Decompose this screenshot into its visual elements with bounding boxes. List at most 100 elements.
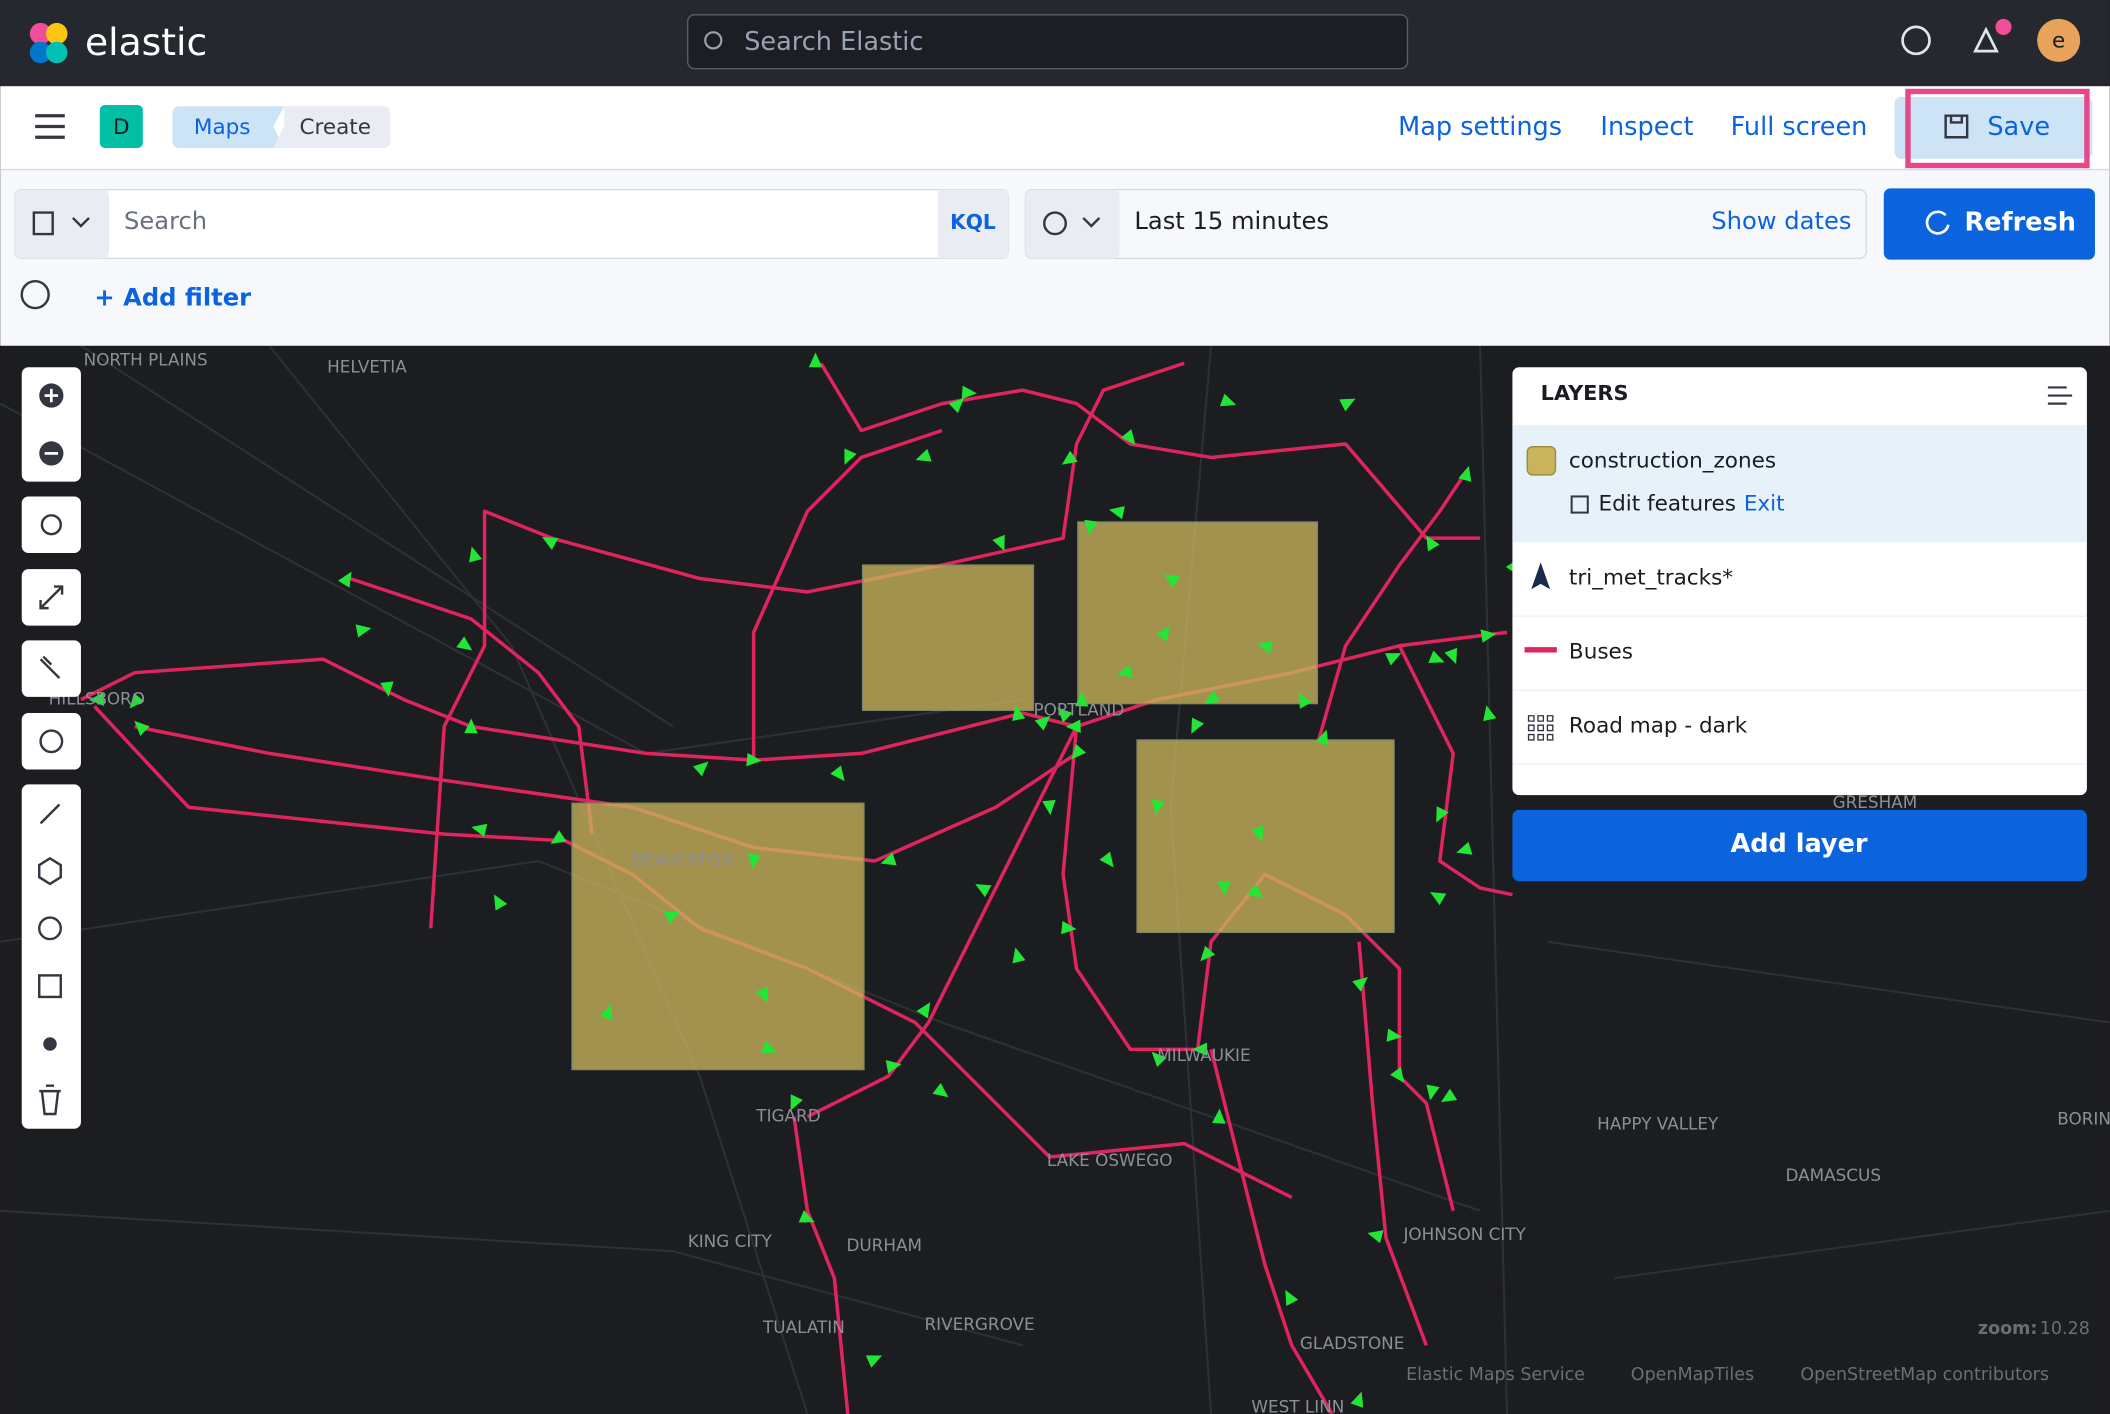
track-arrow bbox=[355, 624, 372, 638]
track-arrow bbox=[1428, 650, 1445, 663]
nav-action[interactable]: Map settings bbox=[1398, 112, 1562, 142]
track-arrow bbox=[1441, 1088, 1458, 1103]
map-label: MILWAUKIE bbox=[1157, 1045, 1250, 1065]
bus-routes bbox=[80, 361, 1513, 1414]
news-icon[interactable] bbox=[1973, 26, 1999, 53]
locate-button[interactable] bbox=[21, 496, 81, 553]
draw-point[interactable] bbox=[43, 1037, 57, 1051]
track-arrow bbox=[1065, 719, 1081, 733]
layer-name[interactable]: Road map - dark bbox=[1569, 714, 1748, 739]
track-arrow bbox=[1042, 799, 1056, 816]
track-arrow bbox=[469, 546, 483, 563]
global-search[interactable] bbox=[687, 14, 1409, 70]
layer-name[interactable]: tri_met_tracks* bbox=[1569, 566, 1733, 591]
delete-tool[interactable] bbox=[39, 1084, 61, 1116]
refresh-button[interactable] bbox=[1883, 188, 2095, 260]
add-filter[interactable]: + Add filter bbox=[94, 284, 251, 312]
map-label: BEAVERTON bbox=[633, 850, 734, 870]
logo[interactable] bbox=[29, 22, 68, 64]
track-arrow bbox=[916, 1002, 931, 1019]
timeslider-button[interactable] bbox=[21, 713, 81, 770]
brand: elastic bbox=[85, 20, 207, 64]
breadcrumb-label: Create bbox=[299, 115, 371, 140]
track-arrow bbox=[1350, 1391, 1364, 1408]
nav-action[interactable]: Full screen bbox=[1731, 112, 1868, 142]
layer-name[interactable]: construction_zones bbox=[1569, 448, 1776, 473]
track-arrow bbox=[844, 448, 857, 465]
attribution[interactable]: OpenStreetMap contributors bbox=[1800, 1365, 2049, 1385]
map-label: DAMASCUS bbox=[1786, 1165, 1881, 1185]
track-arrow bbox=[915, 448, 932, 462]
track-arrow bbox=[542, 537, 559, 550]
track-arrow bbox=[1117, 664, 1134, 678]
track-arrow bbox=[865, 1355, 883, 1368]
track-arrow bbox=[129, 692, 145, 709]
track-arrow bbox=[693, 761, 709, 777]
track-arrow bbox=[1285, 1289, 1299, 1307]
attribution[interactable]: OpenMapTiles bbox=[1631, 1365, 1754, 1385]
breadcrumb bbox=[273, 106, 391, 148]
track-arrow bbox=[1458, 465, 1472, 482]
track-arrow bbox=[948, 398, 965, 414]
track-arrow bbox=[663, 911, 681, 924]
map-label: NORTH PLAINS bbox=[84, 350, 208, 370]
breadcrumb[interactable] bbox=[172, 106, 285, 148]
add-layer-label: Add layer bbox=[1730, 829, 1867, 859]
exit-link[interactable]: Exit bbox=[1744, 492, 1785, 517]
map-label: WEST LINN bbox=[1251, 1396, 1344, 1414]
highlight bbox=[1905, 88, 2090, 169]
construction-zones bbox=[571, 521, 1395, 1071]
draw-rect[interactable] bbox=[38, 974, 62, 999]
draw-polygon[interactable] bbox=[38, 856, 62, 886]
time-range: Last 15 minutes bbox=[1134, 207, 1329, 235]
track-arrow bbox=[1191, 717, 1204, 734]
saved-query-button[interactable] bbox=[15, 189, 110, 259]
track-arrow bbox=[1390, 1066, 1405, 1083]
draw-circle[interactable] bbox=[38, 916, 62, 941]
track-arrow bbox=[1339, 398, 1356, 412]
kql-button[interactable] bbox=[937, 189, 1008, 259]
track-arrow bbox=[1061, 450, 1078, 465]
track-arrow bbox=[1315, 729, 1329, 746]
draw-line[interactable] bbox=[39, 803, 61, 825]
track-arrow bbox=[1204, 690, 1221, 704]
save-button[interactable] bbox=[1894, 96, 2093, 159]
track-arrow bbox=[1483, 705, 1497, 722]
space-badge[interactable] bbox=[99, 104, 143, 148]
track-arrow bbox=[1071, 743, 1087, 760]
track-arrow bbox=[380, 681, 394, 697]
track-arrow bbox=[961, 385, 977, 400]
track-arrow bbox=[748, 853, 762, 870]
track-arrow bbox=[134, 720, 150, 737]
layer-name[interactable]: Buses bbox=[1569, 640, 1633, 665]
track-arrow bbox=[1367, 1230, 1384, 1244]
collapse-button[interactable] bbox=[2047, 386, 2073, 405]
track-arrow bbox=[1084, 519, 1098, 536]
map-label: GLADSTONE bbox=[1300, 1333, 1405, 1353]
track-arrow bbox=[1192, 1042, 1208, 1057]
track-arrow bbox=[493, 894, 508, 911]
show-dates[interactable]: Show dates bbox=[1711, 207, 1851, 235]
track-arrow bbox=[975, 884, 992, 898]
add-layer-button[interactable] bbox=[1512, 809, 2087, 882]
track-arrow bbox=[1430, 891, 1447, 906]
track-arrow bbox=[1163, 574, 1180, 588]
track-arrow bbox=[1012, 705, 1026, 722]
avatar[interactable] bbox=[2037, 18, 2081, 62]
attribution[interactable]: Elastic Maps Service bbox=[1406, 1365, 1585, 1385]
track-arrow bbox=[456, 636, 473, 651]
track-arrow bbox=[1219, 393, 1237, 407]
track-arrow bbox=[992, 534, 1005, 551]
refresh-label: Refresh bbox=[1964, 207, 2075, 237]
help-icon[interactable] bbox=[1901, 25, 1931, 56]
edit-features: Edit features bbox=[1599, 492, 1736, 517]
track-arrow bbox=[1386, 1028, 1403, 1042]
nav-action[interactable]: Inspect bbox=[1600, 112, 1693, 142]
menu-button[interactable] bbox=[35, 114, 65, 139]
save-label: Save bbox=[1987, 112, 2050, 142]
track-arrow bbox=[808, 352, 823, 368]
track-arrow bbox=[1034, 715, 1051, 731]
track-arrow bbox=[1257, 640, 1274, 654]
